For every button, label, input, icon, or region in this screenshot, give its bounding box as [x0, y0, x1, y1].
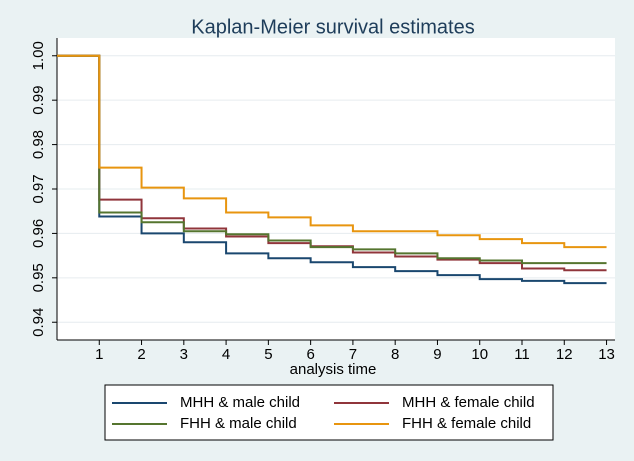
x-tick-label: 10 — [471, 346, 488, 363]
y-tick-label: 0.99 — [30, 86, 47, 115]
legend-label: FHH & male child — [180, 415, 297, 432]
x-tick-label: 4 — [222, 346, 230, 363]
survival-line — [57, 54, 607, 285]
x-tick-label: 12 — [556, 346, 573, 363]
x-tick-label: 8 — [391, 346, 399, 363]
x-axis-label: analysis time — [290, 361, 377, 378]
x-tick-label: 3 — [180, 346, 188, 363]
x-tick-label: 2 — [137, 346, 145, 363]
legend-label: FHH & female child — [402, 415, 531, 432]
x-tick-label: 6 — [306, 346, 314, 363]
y-tick-label: 0.97 — [30, 174, 47, 203]
x-tick-label: 7 — [349, 346, 357, 363]
y-tick-label: 0.95 — [30, 263, 47, 292]
legend-label: MHH & female child — [402, 394, 535, 411]
x-tick-label: 9 — [433, 346, 441, 363]
x-tick-label: 5 — [264, 346, 272, 363]
y-tick-label: 1.00 — [30, 41, 47, 70]
x-tick-label: 1 — [95, 346, 103, 363]
y-tick-label: 0.94 — [30, 308, 47, 337]
x-tick-label: 11 — [514, 346, 530, 363]
legend-label: MHH & male child — [180, 394, 300, 411]
y-tick-label: 0.96 — [30, 219, 47, 248]
chart-title: Kaplan-Meier survival estimates — [191, 16, 474, 38]
survival-line — [57, 54, 607, 265]
y-tick-label: 0.98 — [30, 130, 47, 159]
survival-line — [57, 54, 607, 249]
legend — [104, 384, 554, 441]
x-tick-label: 13 — [598, 346, 615, 363]
